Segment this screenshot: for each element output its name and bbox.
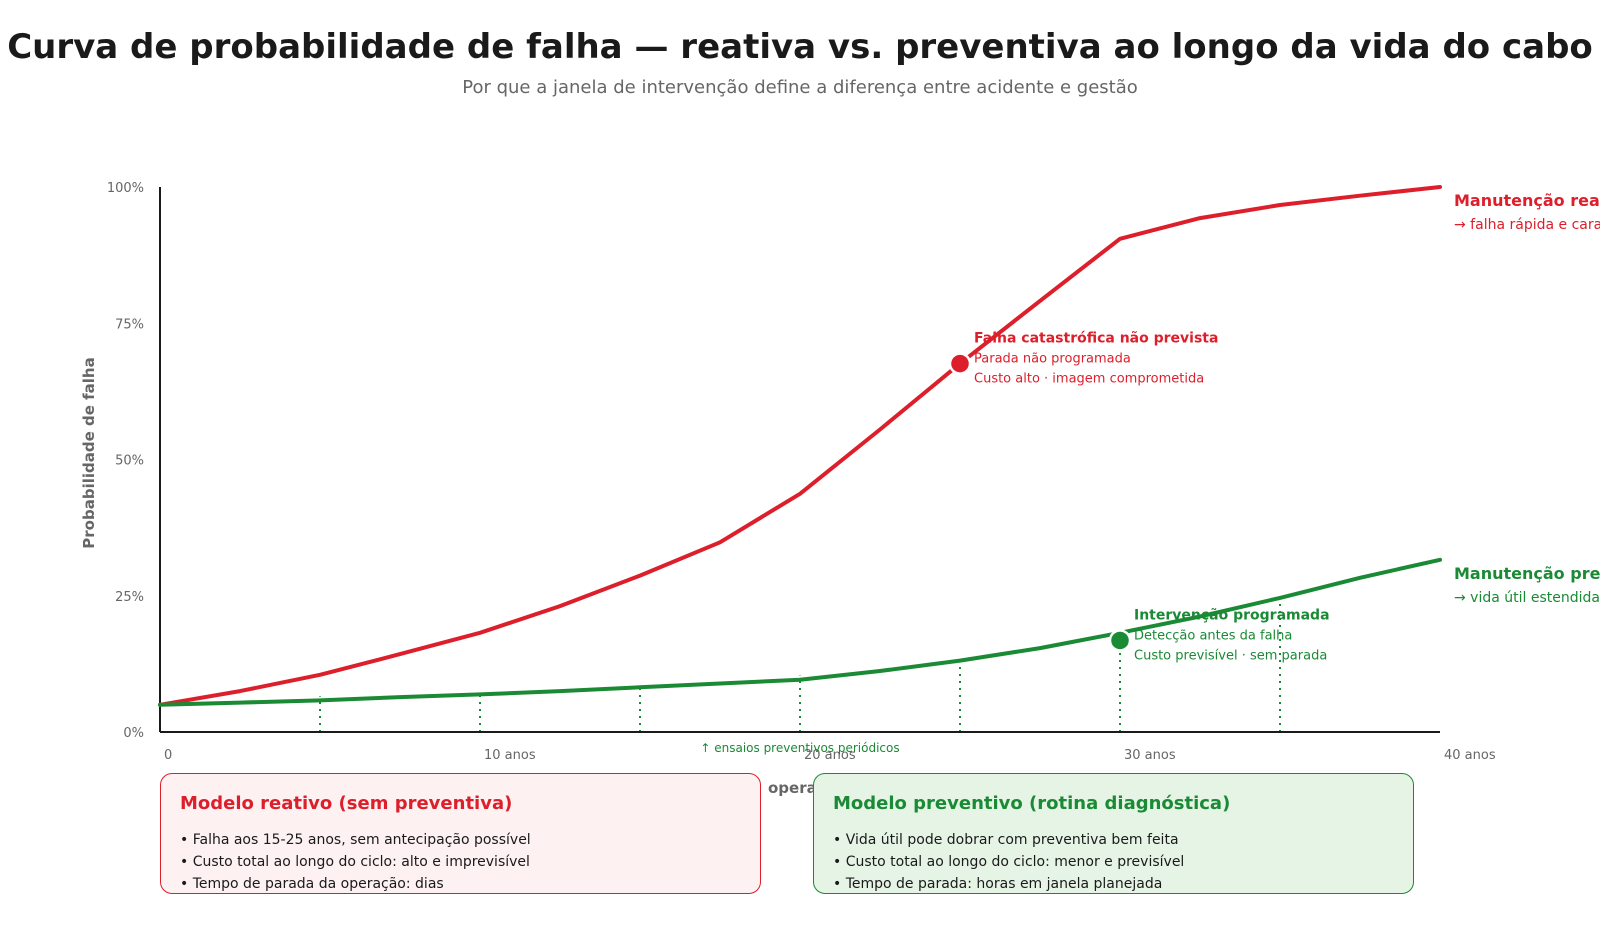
y-tick-label: 0%	[123, 726, 144, 741]
series-name-label: Manutenção reativa	[1454, 191, 1600, 210]
annotation-line: Custo previsível · sem parada	[1134, 648, 1327, 663]
list-item: Tempo de parada: horas em janela planeja…	[833, 873, 1413, 893]
inspection-note: ↑ ensaios preventivos periódicos	[700, 741, 899, 755]
preventive-series-line	[158, 557, 1442, 707]
annotation-point	[1108, 629, 1132, 652]
series-sublabel: → falha rápida e cara	[1454, 217, 1600, 233]
reactive-series-line	[158, 185, 1442, 707]
x-tick-label: 10 anos	[484, 748, 536, 763]
y-tick-label: 50%	[115, 454, 144, 469]
x-tick-label: 30 anos	[1124, 748, 1176, 763]
annotation-title: Falha catastrófica não prevista	[974, 331, 1218, 347]
annotation-line: Detecção antes da falha	[1134, 628, 1292, 643]
annotation-line: Custo alto · imagem comprometida	[974, 372, 1204, 387]
list-item: Custo total ao longo do ciclo: alto e im…	[180, 851, 760, 873]
series-sublabel: → vida útil estendida	[1454, 590, 1600, 606]
chart-subtitle: Por que a janela de intervenção define a…	[462, 77, 1138, 98]
list-item: Custo total ao longo do ciclo: menor e p…	[833, 851, 1413, 873]
annotation-point	[948, 352, 972, 375]
list-item: Vida útil pode dobrar com preventiva bem…	[833, 829, 1413, 851]
preventive-model-title: Modelo preventivo (rotina diagnóstica)	[833, 793, 1231, 814]
reactive-model-title: Modelo reativo (sem preventiva)	[180, 793, 513, 814]
list-item: Tempo de parada da operação: dias	[180, 873, 760, 893]
x-tick-label: 0	[164, 748, 172, 763]
x-tick-label: 20 anos	[804, 748, 856, 763]
y-axis-label: Probabilidade de falha	[80, 357, 98, 548]
annotation-title: Intervenção programada	[1134, 607, 1330, 623]
reactive-model-box: Modelo reativo (sem preventiva) Falha ao…	[160, 773, 761, 894]
list-item: Falha aos 15-25 anos, sem antecipação po…	[180, 829, 760, 851]
y-tick-label: 25%	[115, 590, 144, 605]
annotation-line: Parada não programada	[974, 352, 1131, 367]
reactive-model-list: Falha aos 15-25 anos, sem antecipação po…	[180, 829, 760, 893]
preventive-model-list: Vida útil pode dobrar com preventiva bem…	[833, 829, 1413, 893]
y-tick-label: 100%	[107, 181, 144, 196]
preventive-model-box: Modelo preventivo (rotina diagnóstica) V…	[813, 773, 1414, 894]
chart-title: Curva de probabilidade de falha — reativ…	[7, 27, 1593, 67]
y-tick-label: 75%	[115, 317, 144, 332]
x-tick-label: 40 anos	[1444, 748, 1496, 763]
plot-area: 0% 25% 50% 75% 100% 0 10 anos 20 anos 30 anos 40 …	[107, 181, 1600, 763]
series-name-label: Manutenção preventiva	[1454, 564, 1600, 583]
